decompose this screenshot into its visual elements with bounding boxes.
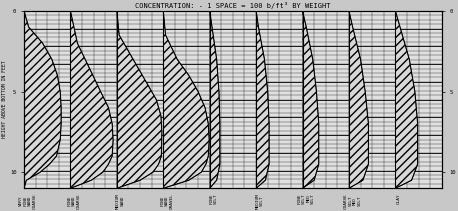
Polygon shape xyxy=(210,11,220,188)
Polygon shape xyxy=(24,11,61,188)
Polygon shape xyxy=(395,11,418,188)
Polygon shape xyxy=(303,11,319,188)
Polygon shape xyxy=(117,11,162,188)
Polygon shape xyxy=(163,11,209,188)
Polygon shape xyxy=(349,11,368,188)
Y-axis label: HEIGHT ABOVE BOTTOM IN FEET: HEIGHT ABOVE BOTTOM IN FEET xyxy=(2,61,7,138)
Polygon shape xyxy=(256,11,269,188)
Title: CONCENTRATION: - 1 SPACE = 100 b/ft³ BY WEIGHT: CONCENTRATION: - 1 SPACE = 100 b/ft³ BY … xyxy=(135,2,331,9)
Polygon shape xyxy=(71,11,113,188)
